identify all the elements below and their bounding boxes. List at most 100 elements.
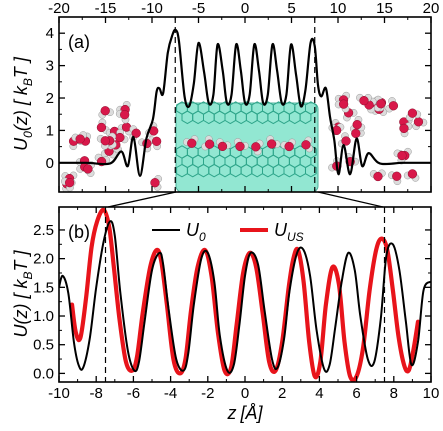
oxygen-atom [359,96,369,106]
water-molecule [83,161,95,178]
series-u0-line [59,220,431,374]
oxygen-atom [131,128,141,138]
x-tick-label: 0 [241,0,249,17]
y-tick-label: 4 [46,25,54,42]
x-tick-label: 5 [287,0,295,17]
water-molecule [412,117,428,131]
water-molecule [266,135,281,149]
oxygen-atom [120,110,130,120]
oxygen-atom [235,141,245,152]
oxygen-atom [115,132,125,143]
oxygen-atom [352,119,362,130]
x-tick-label: -5 [192,0,205,17]
x-tick-label: 6 [352,385,360,402]
x-tick-label: -10 [141,0,163,17]
water-molecule [399,122,413,138]
x-tick-label: 20 [423,0,440,17]
oxygen-atom [407,108,418,118]
oxygen-atom [75,134,85,144]
molecular-snapshot-image [60,91,428,192]
oxygen-atom [267,139,277,149]
water-molecule [385,97,399,113]
water-molecule [115,110,130,124]
x-tick-label: -8 [90,385,103,402]
oxygen-atom [284,141,294,152]
x-tick-label: 0 [241,385,249,402]
panel-a-y-tick-labels: 0 1 2 3 4 [46,25,54,172]
x-tick-label: 4 [315,385,323,402]
oxygen-atom [100,106,110,116]
oxygen-atom [251,142,261,152]
oxygen-atom [373,171,383,182]
oxygen-atom [96,122,107,133]
y-tick-label: 0.5 [33,337,54,354]
y-tick-label: 1 [46,122,54,139]
oxygen-atom [338,99,349,109]
oxygen-atom [64,178,75,188]
oxygen-atom [204,139,215,149]
panel-b-curves [59,207,431,382]
water-molecule [403,169,420,182]
oxygen-atom [413,117,424,127]
oxygen-atom [399,123,409,134]
y-tick-label: 3 [46,58,54,75]
water-molecule [233,138,249,152]
y-tick-label: 1.0 [33,308,54,325]
water-molecule [150,175,163,191]
panel-b-label: (b) [68,222,90,242]
y-tick-label: 2.5 [33,222,54,239]
oxygen-atom [376,99,386,109]
x-tick-label: 10 [423,385,440,402]
water-molecule [356,93,372,106]
y-tick-label: 0.0 [33,365,54,382]
zoom-connector-right [317,191,384,208]
oxygen-atom [301,140,311,150]
panel-b-y-axis-label: U(z) [ kBT ] [11,249,35,337]
panel-a-y-axis-label: U0(z) [ kBT ] [11,56,35,151]
x-tick-label: -10 [48,385,70,402]
water-molecule [145,122,159,137]
water-molecule [94,153,111,167]
oxygen-atom [151,136,162,146]
water-molecule [280,138,296,152]
water-molecules-left [60,100,163,192]
oxygen-atom [187,138,197,148]
oxygen-atom [100,136,110,146]
oxygen-atom [217,141,228,152]
panel-a-ticks [58,17,432,192]
confined-water-molecules [183,135,314,156]
water-molecule [183,135,199,148]
water-molecule [71,131,88,144]
oxygen-atom [397,150,407,161]
y-tick-label: 0 [46,155,54,172]
x-tick-label: 8 [390,385,398,402]
legend-label-u0: U0 [186,220,206,244]
water-molecule [96,134,110,150]
graphene-hexagon [299,110,312,125]
panel-a: -20 -15 -10 -5 0 5 10 15 20 0 1 2 3 4 (a) U0(z) [ kB… [11,0,440,193]
series-u0-line [59,28,431,177]
water-molecule [96,118,110,134]
panel-b: -10 -8 -6 -4 -2 0 2 4 6 8 10 0.0 0.5 1.0 1.5 2.0 2.5 (b… [11,206,440,423]
panel-b-ticks [58,207,432,382]
water-molecule [251,139,264,156]
water-molecule [388,171,402,186]
water-molecule [115,128,129,144]
oxygen-atom [121,122,132,132]
water-molecule [334,99,350,113]
oxygen-atom [407,169,418,179]
water-molecule [352,115,366,132]
water-molecule [216,138,232,152]
y-tick-label: 2.0 [33,251,54,268]
water-molecule [98,106,114,119]
x-tick-label: -4 [164,385,177,402]
legend: U0 UUS [152,220,304,244]
water-molecules-right [328,91,428,186]
oxygen-atom [150,178,160,188]
water-molecule [60,177,75,192]
water-molecule [201,135,215,151]
water-molecule [393,149,407,165]
water-molecule [100,146,117,159]
x-tick-label: 2 [278,385,286,402]
